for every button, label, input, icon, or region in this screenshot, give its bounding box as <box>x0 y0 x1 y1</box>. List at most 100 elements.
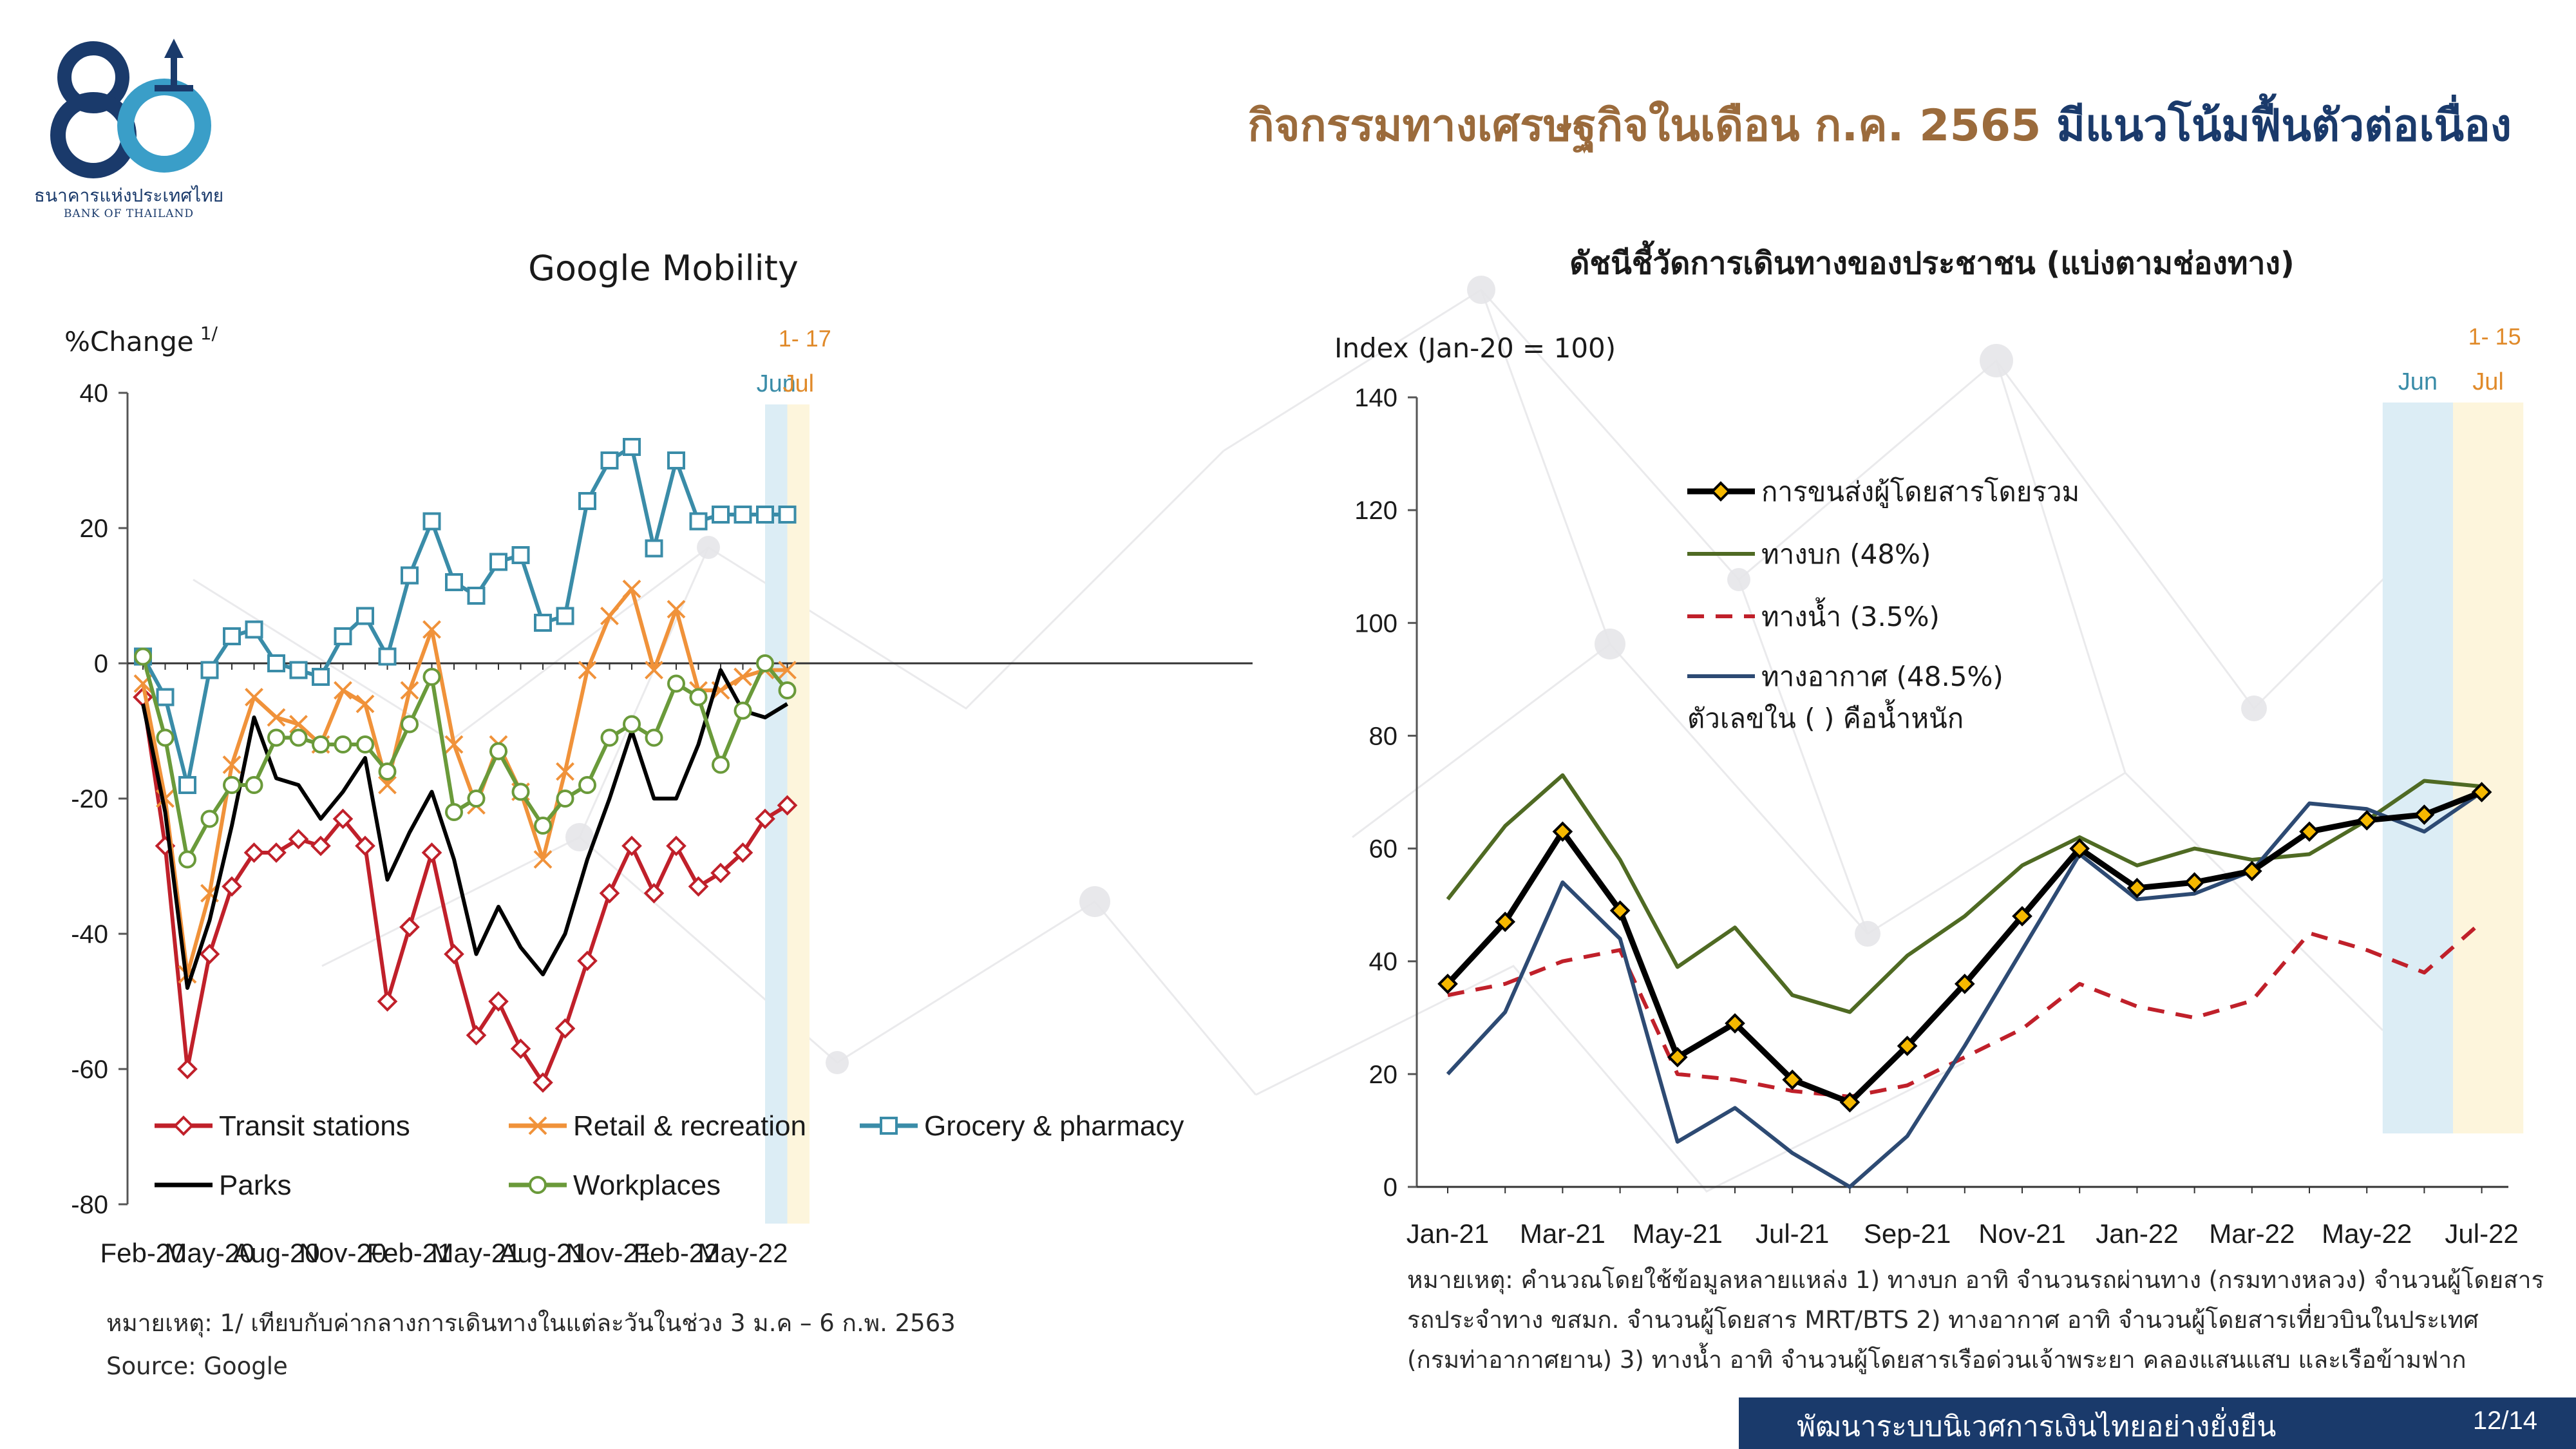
series-4-point <box>467 790 486 808</box>
y-tick-label: 0 <box>1383 1173 1397 1202</box>
series-4-point <box>623 715 641 734</box>
series-3-point <box>2069 838 2090 859</box>
series-0-point <box>266 842 287 863</box>
series-0-point <box>488 991 509 1012</box>
x-tick-label: Jul-22 <box>2445 1218 2518 1249</box>
series-2 <box>134 438 797 794</box>
series-4-point <box>600 728 619 747</box>
series-1-point <box>222 755 242 774</box>
series-2-point <box>467 587 486 605</box>
series-0-point <box>710 862 731 884</box>
series-2-point <box>511 546 530 564</box>
series-4-point <box>312 735 330 753</box>
legend-label: Retail & recreation <box>573 1110 806 1142</box>
x-tick-label: Nov-20 <box>299 1238 386 1268</box>
series-0-point <box>666 835 687 857</box>
legend-label: Workplaces <box>573 1170 721 1201</box>
legend-label: ทางอากาศ (48.5%) <box>1761 661 2003 692</box>
series-3-point <box>1782 1069 1803 1090</box>
x-tick-label: May-22 <box>697 1238 788 1268</box>
series-0-point <box>310 835 331 857</box>
series-4-point <box>422 668 441 686</box>
right-footnote-line-1: หมายเหตุ: คำนวณโดยใช้ข้อมูลหลายแหล่ง 1) … <box>1407 1266 2544 1294</box>
series-3-line <box>1445 789 2483 1106</box>
y-tick-label: 80 <box>1369 722 1398 750</box>
series-3-point <box>2012 905 2032 927</box>
x-tick-label: Mar-22 <box>2209 1218 2295 1249</box>
series-2-point <box>312 668 330 686</box>
series-2 <box>1446 790 2483 1189</box>
series-3 <box>1437 782 2492 1113</box>
x-tick-label: Feb-22 <box>633 1238 719 1268</box>
series-1-point <box>556 762 574 781</box>
series-1-point <box>600 607 619 625</box>
logo-80-icon <box>50 39 211 178</box>
series-1-line <box>1447 920 2483 1099</box>
axes: 40200-20-40-60-80Feb-20May-20Aug-20Nov-2… <box>71 379 1253 1268</box>
series-3-point <box>1839 1092 1861 1113</box>
series-0-point <box>399 916 420 938</box>
right-footnote-line-2: รถประจำทาง ขสมก. จำนวนผู้โดยสาร MRT/BTS … <box>1407 1306 2479 1334</box>
series-1-point <box>400 681 419 700</box>
series-0-point <box>533 1072 553 1093</box>
series-0-point <box>688 876 709 897</box>
series-2-point <box>600 451 619 469</box>
y-axis-label-text: %Change <box>64 326 194 357</box>
series-2-point <box>623 438 641 456</box>
series-1-line <box>141 587 788 976</box>
highlight-label-jun: Jun <box>757 370 796 397</box>
x-tick-label: Nov-21 <box>1978 1218 2065 1249</box>
highlight-band-jul <box>787 404 810 1224</box>
x-tick-label: Aug-20 <box>232 1238 319 1268</box>
series-0-point <box>755 808 775 829</box>
legend-item-0: Transit stations <box>155 1110 410 1142</box>
series-1-point <box>245 688 263 706</box>
series-2-point <box>378 647 397 666</box>
series-1-point <box>444 735 464 754</box>
series-3-point <box>1552 821 1573 842</box>
series-0-point <box>377 991 398 1012</box>
slide-title-part1: กิจกรรมทางเศรษฐกิจในเดือน ก.ค. 2565 <box>1247 100 2041 151</box>
legend-item-0: การขนส่งผู้โดยสารโดยรวม <box>1687 476 2079 508</box>
series-3-point <box>2299 821 2320 842</box>
series-2-point <box>200 661 219 679</box>
highlight-label-jul: Jul <box>2472 368 2504 395</box>
series-3-point <box>1609 900 1631 921</box>
series-2-point <box>445 573 463 591</box>
series-0-point <box>332 808 354 829</box>
series-3-point <box>2241 860 2262 882</box>
series-4-point <box>356 735 374 753</box>
series-2-point <box>178 776 196 794</box>
series-4-point <box>445 803 463 821</box>
series-2-point <box>223 627 241 645</box>
x-tick-label: May-20 <box>164 1238 254 1268</box>
x-tick-label: Feb-21 <box>366 1238 452 1268</box>
series-4-point <box>245 776 263 794</box>
series-0-point <box>288 829 309 849</box>
footer-slogan: พัฒนาระบบนิเวศการเงินไทยอย่างยั่งยืน <box>1797 1410 2277 1443</box>
legend-marker <box>528 1116 547 1135</box>
series-2-point <box>778 506 797 524</box>
legend-item-3: ทางอากาศ (48.5%) <box>1687 661 2003 692</box>
series-1-point <box>778 661 797 679</box>
series-2-point <box>734 506 752 524</box>
legend-marker <box>1710 481 1731 502</box>
series-2-point <box>334 627 352 645</box>
series-3 <box>141 668 789 990</box>
series-4-point <box>401 715 419 734</box>
y-tick-label: 140 <box>1354 384 1397 412</box>
highlight-label-jul: Jul <box>782 370 814 397</box>
slide-title: กิจกรรมทางเศรษฐกิจในเดือน ก.ค. 2565 มีแน… <box>1248 90 2512 160</box>
series-4-point <box>756 654 774 672</box>
series-group <box>133 438 798 1093</box>
series-0-point <box>577 951 598 971</box>
y-axis-label: Index (Jan-20 = 100) <box>1334 332 1616 364</box>
series-4-point <box>134 647 152 666</box>
left-footnote: หมายเหตุ: 1/ เทียบกับค่ากลางการเดินทางใน… <box>106 1309 956 1337</box>
series-2-point <box>756 506 774 524</box>
series-4-point <box>534 817 552 835</box>
series-0-point <box>177 1059 198 1079</box>
series-1-point <box>334 681 352 700</box>
series-4-point <box>334 735 352 753</box>
